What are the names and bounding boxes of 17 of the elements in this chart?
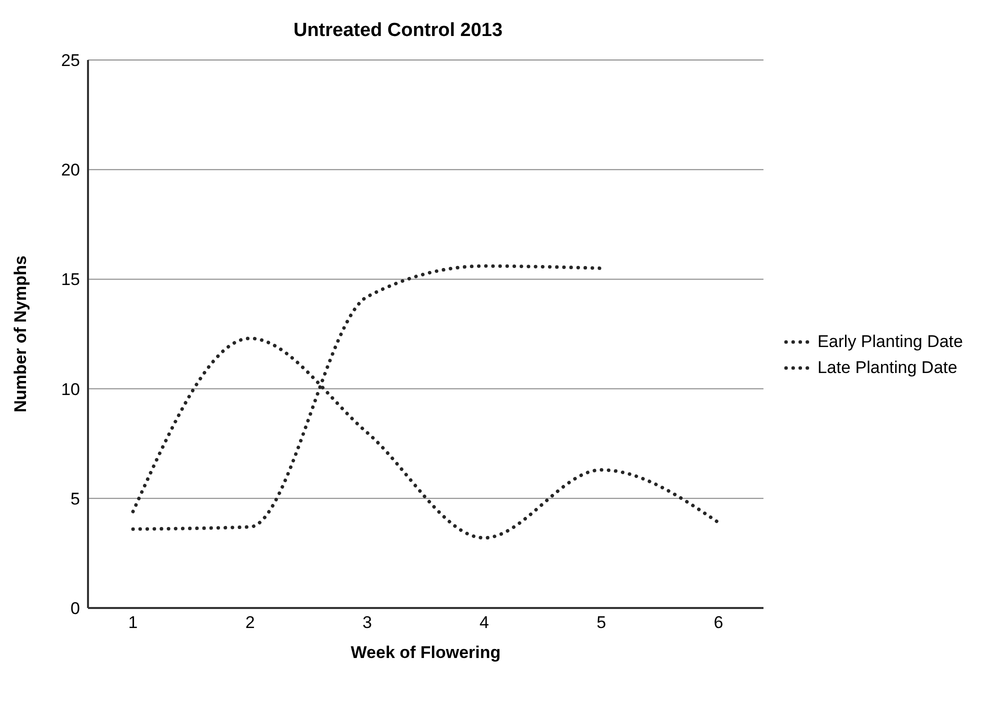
x-tick-label: 1 bbox=[128, 613, 138, 632]
x-tick-label: 3 bbox=[362, 613, 372, 632]
legend-label: Late Planting Date bbox=[817, 358, 958, 378]
x-tick-label: 4 bbox=[480, 613, 490, 632]
chart-title: Untreated Control 2013 bbox=[292, 20, 504, 42]
y-tick-label: 25 bbox=[61, 51, 80, 70]
x-axis-title: Week of Flowering bbox=[350, 643, 501, 662]
y-tick-label: 10 bbox=[61, 380, 80, 399]
x-tick-label: 2 bbox=[245, 613, 255, 632]
y-tick-label: 0 bbox=[70, 599, 80, 618]
y-axis-title: Number of Nymphs bbox=[11, 256, 30, 412]
y-tick-label: 20 bbox=[61, 160, 80, 180]
legend-label: Early Planting Date bbox=[817, 332, 963, 352]
x-tick-label: 6 bbox=[714, 613, 724, 632]
y-tick-label: 5 bbox=[70, 489, 80, 508]
y-tick-label: 15 bbox=[61, 270, 80, 290]
x-tick-label: 5 bbox=[596, 613, 606, 632]
